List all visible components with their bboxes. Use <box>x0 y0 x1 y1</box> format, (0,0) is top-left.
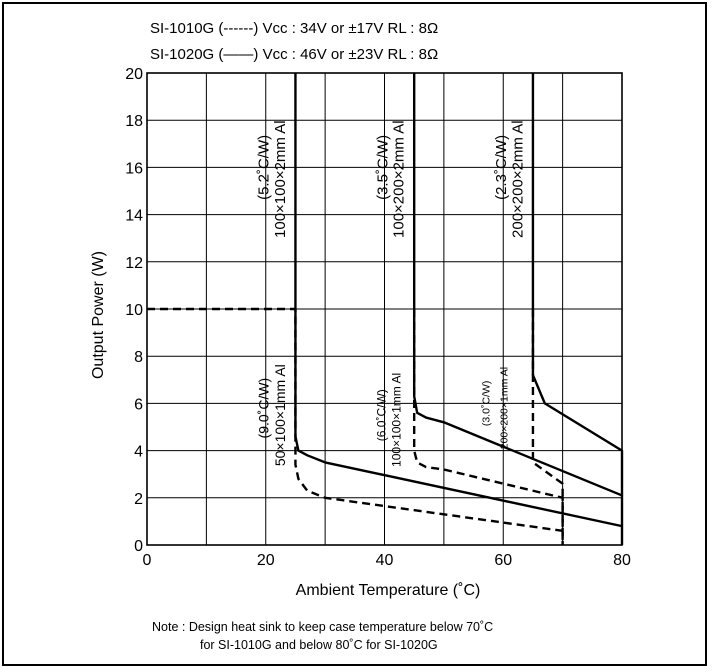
y-tick-label: 20 <box>125 66 143 83</box>
annotations: (5.2˚C/W) 100×100×2mm Al (3.5˚C/W) 100×200×… <box>256 120 527 467</box>
legend-model: SI-1010G <box>150 20 215 37</box>
x-tick-label: 80 <box>613 552 631 569</box>
y-tick-label: 8 <box>134 349 143 366</box>
annotation-h5: 100×100×1mm Al <box>390 373 404 467</box>
y-tick-label: 14 <box>125 208 143 225</box>
y-tick-label: 12 <box>125 255 143 272</box>
annotation-h6: 200×200×1mm Al <box>498 367 510 449</box>
y-axis-label: Output Power (W) <box>90 251 107 379</box>
y-tick-label: 18 <box>125 113 143 130</box>
legend-entry-si1020g: SI-1020G (——) Vcc : 46V or ±23V RL : 8Ω <box>150 46 438 63</box>
x-tick-label: 40 <box>376 552 394 569</box>
series-line-si1020g-solid-3 <box>294 73 623 528</box>
y-tick-label: 16 <box>125 160 143 177</box>
annotation-r3: (2.3˚C/W) <box>493 135 510 200</box>
annotation-h2: 100×200×2mm Al <box>391 120 408 238</box>
x-axis-label: Ambient Temperature (˚C) <box>296 582 481 599</box>
legend-style-symbol: (——) <box>218 46 259 63</box>
y-tick-label: 2 <box>134 491 143 508</box>
y-tick-label: 4 <box>134 444 143 461</box>
tick-labels: 0 20 40 60 80 0 2 4 6 8 10 12 14 16 18 20 <box>125 66 631 569</box>
note-line-2: for SI-1010G and below 80˚C for SI-1020G <box>200 638 438 652</box>
series-line-si1020g-solid-5 <box>531 73 624 545</box>
annotation-h4: 50×100×1mm Al <box>272 364 288 466</box>
annotation-h3: 200×200×2mm Al <box>509 120 526 238</box>
annotation-r4: (9.0˚C/W) <box>256 378 272 439</box>
annotation-r6: (3.0˚C/W) <box>481 381 493 427</box>
legend-condition: Vcc : 34V or ±17V RL : 8Ω <box>262 20 439 37</box>
legend-condition: Vcc : 46V or ±23V RL : 8Ω <box>262 46 439 63</box>
series-line-si1010g-dashed-2 <box>531 309 564 545</box>
legend-model: SI-1020G <box>150 46 215 63</box>
y-tick-label: 10 <box>125 302 143 319</box>
legend-style-symbol: (------) <box>218 20 259 37</box>
series-line-si1020g-solid-4 <box>412 73 623 497</box>
annotation-r1: (5.2˚C/W) <box>256 135 273 200</box>
series-line-si1010g-dashed-1 <box>412 309 564 545</box>
annotation-h1: 100×100×2mm Al <box>272 120 289 238</box>
y-tick-label: 0 <box>134 538 143 555</box>
x-tick-label: 0 <box>143 552 152 569</box>
annotation-r2: (3.5˚C/W) <box>374 135 391 200</box>
note-line-1: Note : Design heat sink to keep case tem… <box>152 620 494 634</box>
legend-entry-si1010g: SI-1010G (------) Vcc : 34V or ±17V RL :… <box>150 20 438 37</box>
y-tick-label: 6 <box>134 396 143 413</box>
series <box>147 73 624 545</box>
x-tick-label: 60 <box>494 552 512 569</box>
figure-frame <box>2 2 707 666</box>
x-tick-label: 20 <box>257 552 275 569</box>
annotation-r5: (6.0˚C/W) <box>375 389 389 441</box>
